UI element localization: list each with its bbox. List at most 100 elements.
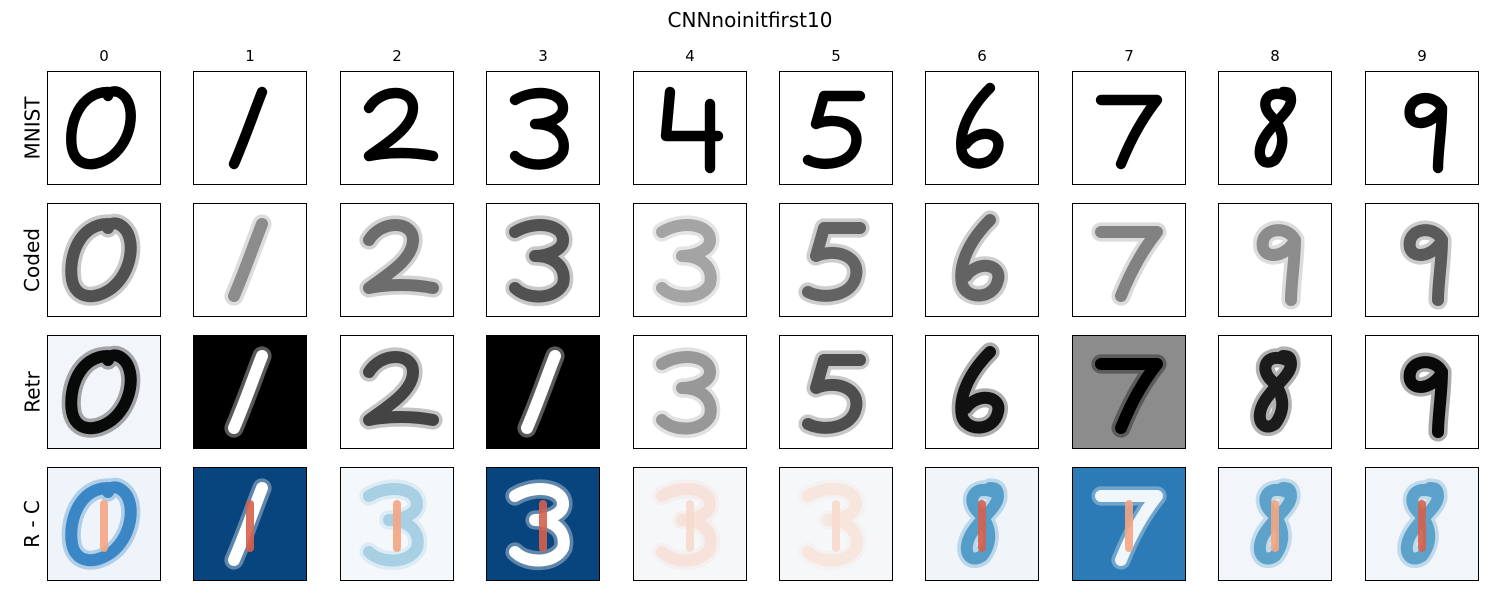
digit-image	[652, 479, 721, 571]
digit-image-panel	[486, 71, 600, 185]
digit-stroke	[65, 217, 137, 303]
digit-stroke	[955, 346, 1005, 434]
digit-stroke	[363, 219, 439, 294]
digit-image-panel	[340, 203, 454, 317]
digit-stroke-halo	[652, 347, 721, 439]
row-label: R - C	[19, 500, 44, 548]
digit-image	[798, 218, 870, 306]
digit-stroke-halo	[1253, 220, 1305, 310]
digit-image-panel	[340, 71, 454, 185]
digit-image	[66, 86, 136, 170]
column-label: 5	[831, 47, 841, 65]
digit-stroke	[802, 483, 863, 567]
digit-stroke	[1254, 86, 1297, 168]
digit-image	[798, 350, 870, 438]
digit-stroke	[66, 86, 136, 170]
digit-image	[1400, 220, 1452, 310]
digit-image-panel	[779, 71, 893, 185]
digit-image-panel	[1218, 467, 1332, 581]
digit-stroke	[656, 351, 717, 435]
digit-image	[802, 90, 866, 170]
digit-image	[652, 215, 721, 307]
digit-image	[359, 479, 428, 571]
digit-image-panel	[193, 71, 307, 185]
digit-image-panel	[633, 203, 747, 317]
digit-stroke	[1404, 92, 1448, 174]
digit-image-panel	[1365, 203, 1479, 317]
digit-image-panel	[193, 335, 307, 449]
digit-image	[228, 86, 268, 170]
digit-stroke	[1256, 224, 1301, 306]
digit-image	[505, 479, 574, 571]
digit-image-panel	[925, 467, 1039, 581]
digit-image-panel	[633, 335, 747, 449]
digit-image	[1091, 486, 1167, 570]
digit-image	[1254, 86, 1297, 168]
digit-stroke	[956, 82, 1004, 169]
digit-image-panel	[1218, 335, 1332, 449]
column-label: 8	[1270, 47, 1280, 65]
digit-stroke	[1400, 482, 1444, 565]
figure-title: CNNnoinitfirst10	[667, 8, 833, 32]
digit-stroke-halo	[652, 215, 721, 307]
digit-stroke	[228, 86, 268, 170]
digit-stroke	[65, 481, 137, 567]
digit-image	[509, 87, 569, 170]
digit-image-panel	[47, 203, 161, 317]
digit-image	[1397, 478, 1448, 569]
digit-image	[1095, 94, 1163, 170]
digit-stroke	[228, 218, 268, 302]
digit-image	[363, 87, 439, 162]
column-label: 6	[977, 47, 987, 65]
digit-image-panel	[1218, 203, 1332, 317]
column-label: 4	[685, 47, 695, 65]
digit-stroke	[363, 351, 439, 426]
digit-stroke	[660, 86, 724, 174]
digit-stroke-halo	[224, 214, 272, 306]
digit-stroke	[802, 222, 866, 302]
row-label: Retr	[20, 371, 45, 413]
digit-image	[224, 478, 272, 570]
digit-image-panel	[925, 203, 1039, 317]
digit-stroke	[228, 350, 268, 434]
digit-image	[359, 215, 443, 298]
digit-stroke	[802, 90, 866, 170]
digit-image-panel	[1365, 467, 1479, 581]
digit-image-panel	[1218, 71, 1332, 185]
digit-image-panel	[1365, 71, 1479, 185]
digit-stroke	[656, 219, 717, 303]
digit-image	[224, 346, 272, 438]
digit-image	[1091, 222, 1167, 306]
digit-image	[517, 346, 565, 438]
digit-image-panel	[1072, 467, 1186, 581]
digit-image	[652, 347, 721, 439]
digit-image-panel	[193, 467, 307, 581]
digit-image-panel	[925, 71, 1039, 185]
digit-stroke	[1403, 356, 1448, 438]
digit-image	[505, 215, 574, 307]
column-label: 9	[1417, 47, 1427, 65]
digit-stroke	[65, 349, 137, 435]
digit-image-panel	[486, 203, 600, 317]
digit-image	[660, 86, 724, 174]
digit-image	[1404, 92, 1448, 174]
row-label: Coded	[19, 228, 44, 292]
digit-image-panel	[1365, 335, 1479, 449]
digit-stroke	[1095, 358, 1163, 434]
digit-stroke	[1253, 482, 1297, 565]
digit-stroke	[363, 483, 424, 567]
digit-stroke	[509, 219, 570, 303]
digit-image	[1091, 354, 1167, 438]
digit-image-panel	[1072, 71, 1186, 185]
digit-stroke	[1403, 224, 1448, 306]
digit-stroke	[802, 354, 866, 434]
digit-stroke	[363, 87, 439, 162]
digit-stroke	[1095, 94, 1163, 170]
column-label: 1	[245, 47, 255, 65]
digit-image	[951, 342, 1008, 438]
digit-image	[61, 345, 141, 438]
digit-image	[798, 479, 867, 571]
digit-image-panel	[779, 467, 893, 581]
digit-image	[956, 82, 1004, 169]
digit-image-panel	[340, 467, 454, 581]
